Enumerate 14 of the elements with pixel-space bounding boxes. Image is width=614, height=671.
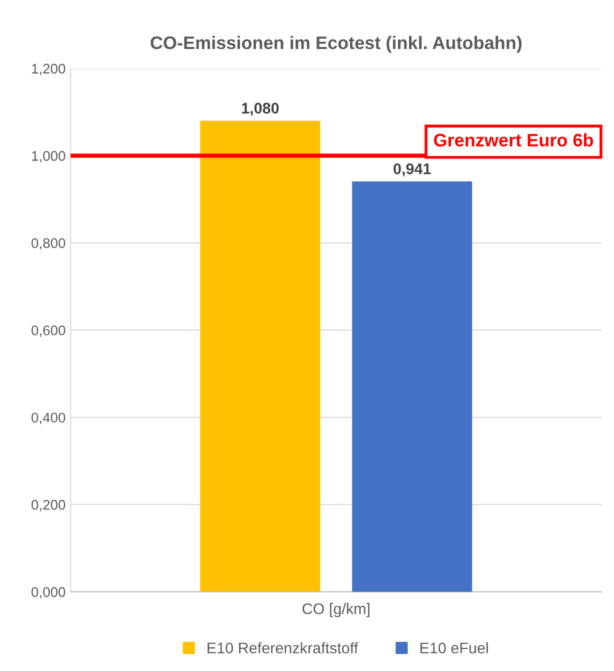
y-tick-label: 0,200: [32, 500, 66, 512]
y-tick-label: 1,000: [32, 151, 66, 162]
y-tick-label: 0,400: [32, 412, 66, 424]
data-label: 0,941: [394, 163, 431, 176]
chart-title: CO-Emissionen im Ecotest (inkl. Autobahn): [150, 36, 522, 53]
y-tick-label: 0,800: [32, 238, 66, 250]
data-label: 1,080: [242, 102, 279, 116]
ref-line-label: Grenzwert Euro 6b: [434, 133, 594, 147]
y-tick-label: 1,200: [32, 64, 66, 76]
y-tick-label: 0,000: [32, 587, 66, 599]
y-tick-label: 0,600: [32, 325, 66, 337]
legend-label: E10 Referenzkraftstoff: [208, 642, 358, 654]
legend-label: E10 eFuel: [420, 642, 488, 654]
x-tick-label: CO [g/km]: [302, 602, 370, 618]
